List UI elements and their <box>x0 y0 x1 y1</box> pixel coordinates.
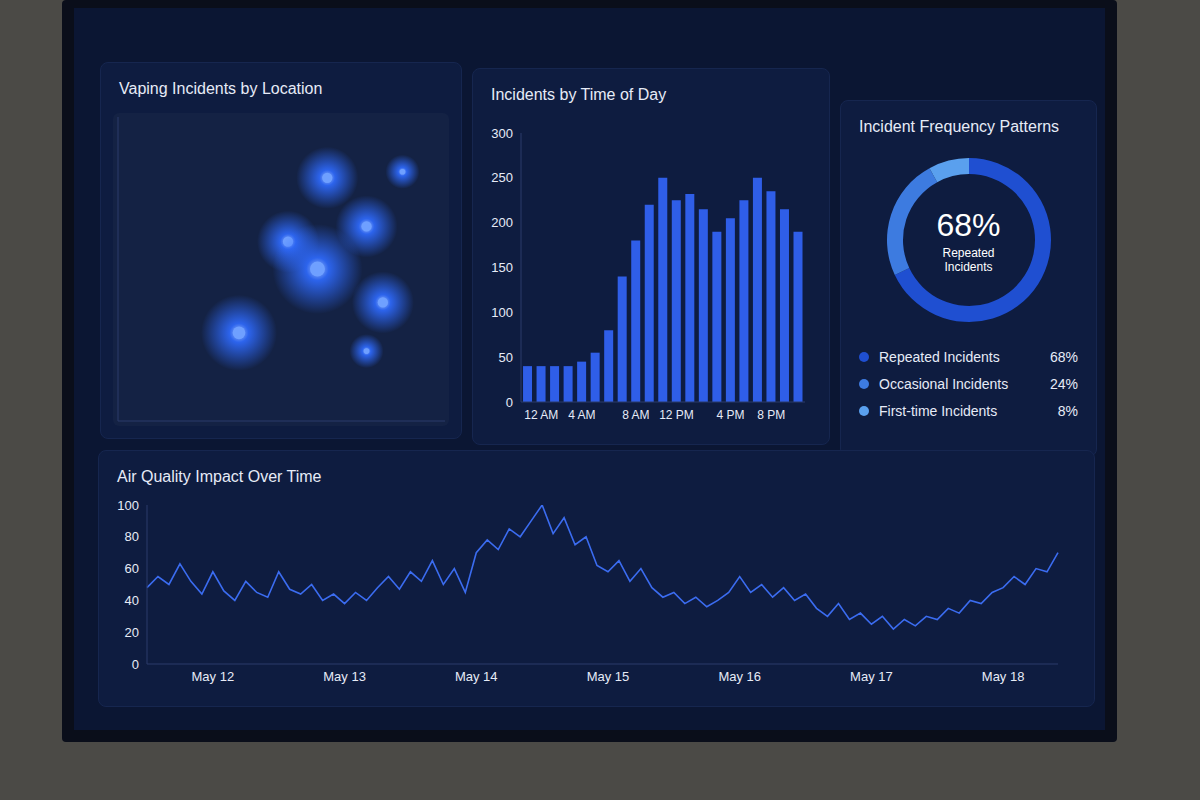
svg-text:0: 0 <box>506 395 513 410</box>
html-text:Repeated Incidents: Repeated Incidents <box>879 348 1000 365</box>
svg-text:80: 80 <box>125 529 139 544</box>
svg-text:100: 100 <box>117 498 139 513</box>
svg-text:8 PM: 8 PM <box>757 408 785 422</box>
svg-text:May 13: May 13 <box>323 669 366 684</box>
svg-text:20: 20 <box>125 625 139 640</box>
svg-text:250: 250 <box>491 170 513 185</box>
html-text:68%: 68% <box>1050 348 1078 365</box>
svg-text:May 17: May 17 <box>850 669 893 684</box>
svg-text:0: 0 <box>132 657 139 672</box>
html-text:24%: 24% <box>1050 375 1078 392</box>
svg-text:60: 60 <box>125 561 139 576</box>
svg-text:May 18: May 18 <box>982 669 1025 684</box>
svg-text:12 PM: 12 PM <box>659 408 694 422</box>
html-text:Air Quality Impact Over Time: Air Quality Impact Over Time <box>117 468 322 485</box>
svg-text:40: 40 <box>125 593 139 608</box>
svg-text:12 AM: 12 AM <box>524 408 558 422</box>
svg-text:150: 150 <box>491 260 513 275</box>
html-text:Incident Frequency Patterns: Incident Frequency Patterns <box>859 118 1060 135</box>
svg-text:8 AM: 8 AM <box>622 408 649 422</box>
svg-text:May 12: May 12 <box>192 669 235 684</box>
svg-text:300: 300 <box>491 126 513 141</box>
html-text:68%: 68% <box>936 206 1001 243</box>
html-text:Repeated Incidents: Repeated Incidents <box>942 245 995 274</box>
html-text:Occasional Incidents: Occasional Incidents <box>879 375 1009 392</box>
html-text:8%: 8% <box>1057 402 1078 419</box>
html-text:Vaping Incidents by Location: Vaping Incidents by Location <box>119 80 323 97</box>
svg-text:4 PM: 4 PM <box>717 408 745 422</box>
svg-text:May 15: May 15 <box>587 669 630 684</box>
svg-text:100: 100 <box>491 305 513 320</box>
svg-text:May 16: May 16 <box>718 669 761 684</box>
html-text:Incidents by Time of Day: Incidents by Time of Day <box>491 86 667 103</box>
svg-text:4 AM: 4 AM <box>568 408 595 422</box>
svg-text:May 14: May 14 <box>455 669 498 684</box>
html-text:First-time Incidents: First-time Incidents <box>879 402 998 419</box>
svg-text:50: 50 <box>499 350 513 365</box>
svg-text:200: 200 <box>491 215 513 230</box>
